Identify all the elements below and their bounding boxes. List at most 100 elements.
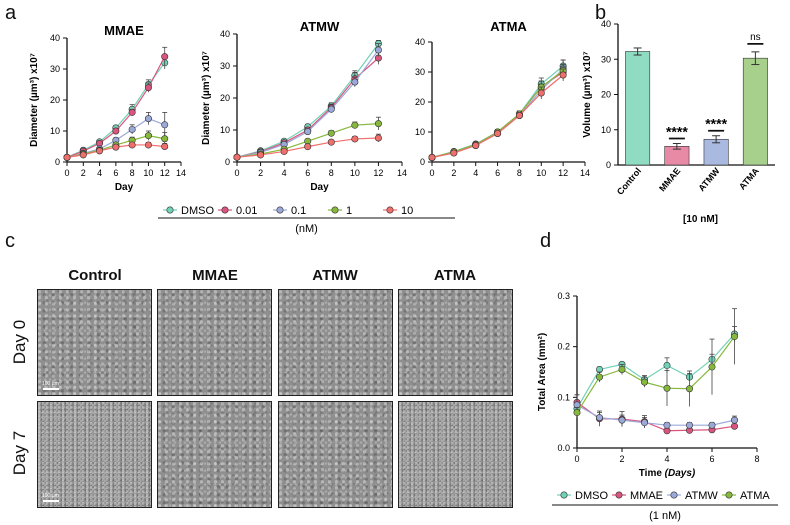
row-header-day7: Day 7: [10, 430, 29, 476]
data-point: [374, 120, 382, 128]
x-tick-label: 8: [754, 454, 759, 464]
y-axis-label: Diameter (µm³) x10⁷: [29, 53, 40, 147]
y-tick-label: 20: [601, 90, 611, 100]
series-10: [428, 68, 567, 162]
data-point: [161, 135, 169, 143]
y-axis-label: Diameter (µm³) x10⁷: [201, 51, 212, 145]
category-label: Control: [615, 166, 643, 197]
x-tick-label: 8: [517, 168, 522, 178]
x-tick-label: 8: [329, 168, 334, 178]
series-DMSO: [428, 59, 567, 162]
panel-label-c: c: [5, 230, 15, 252]
series-ATMA: [573, 308, 738, 418]
x-axis-label: [10 nM]: [683, 214, 718, 225]
data-point: [79, 151, 87, 159]
y-tick-label: 30: [50, 64, 60, 74]
x-tick-label: 6: [709, 454, 714, 464]
data-point: [685, 385, 693, 393]
series-line: [576, 401, 735, 432]
series-10: [63, 141, 169, 161]
y-tick-label: 0: [606, 160, 611, 170]
legend-swatch-10: [386, 206, 394, 214]
x-tick-label: 6: [495, 168, 500, 178]
data-point: [161, 121, 169, 129]
x-tick-label: 0: [429, 168, 434, 178]
y-tick-label: 30: [220, 61, 230, 71]
row-header-day0: Day 0: [10, 319, 29, 365]
data-point: [374, 134, 382, 142]
y-tick-label: 10: [415, 127, 425, 137]
data-point: [96, 147, 104, 155]
y-tick-label: 20: [415, 97, 425, 107]
y-tick-label: 0.2: [557, 342, 570, 352]
panel-label-d: d: [540, 230, 552, 252]
legend-swatch-ATMW: [670, 491, 678, 499]
data-point: [663, 421, 671, 429]
y-tick-label: 20: [220, 93, 230, 103]
data-point: [618, 365, 626, 373]
data-point: [161, 53, 169, 61]
y-axis-label: Volume (µm³) x10⁷: [582, 51, 593, 137]
data-point: [233, 153, 241, 161]
x-tick-label: 12: [160, 168, 170, 178]
chart-title: ATMW: [300, 19, 340, 34]
legend-d: DMSO MMAE ATMW ATMA (1 nM): [552, 490, 778, 522]
data-point: [144, 132, 152, 140]
x-axis-label: Day: [310, 182, 329, 193]
data-point: [472, 142, 480, 150]
y-tick-label: 40: [220, 29, 230, 39]
x-tick-label: 0: [234, 168, 239, 178]
x-tick-label: 14: [176, 168, 186, 178]
data-point: [640, 419, 648, 427]
micrograph-control-day7: 100 µm: [37, 401, 152, 508]
y-axis-label: Total Area (mm²): [537, 333, 548, 411]
legend-label: ATMA: [740, 490, 770, 502]
x-tick-label: 14: [580, 168, 590, 178]
category-label: MMAE: [657, 166, 682, 193]
data-point: [327, 105, 335, 113]
x-tick-label: 2: [451, 168, 456, 178]
data-point: [730, 416, 738, 424]
data-point: [304, 143, 312, 151]
series-line: [576, 404, 735, 426]
chart-title: ATMA: [490, 19, 527, 34]
data-point: [374, 46, 382, 54]
x-tick-label: 10: [536, 168, 546, 178]
x-tick-label: 6: [305, 168, 310, 178]
y-tick-label: 10: [601, 125, 611, 135]
x-tick-label: 6: [113, 168, 118, 178]
data-point: [595, 414, 603, 422]
x-tick-label: 4: [664, 454, 669, 464]
micrograph-atma-day0: [398, 289, 513, 396]
legend-swatch-0.01: [221, 206, 229, 214]
y-tick-label: 0: [420, 157, 425, 167]
x-tick-label: 10: [143, 168, 153, 178]
series-line: [576, 336, 735, 413]
data-point: [559, 71, 567, 79]
series-line: [576, 333, 735, 409]
chart-a1: 0 2 4 6 8 10 12 14 0 10 20 30 40 MMAE Day Diameter (µm³…: [29, 23, 186, 193]
data-point: [128, 108, 136, 116]
legend-unit: (1 nM): [649, 510, 681, 522]
y-tick-label: 10: [220, 125, 230, 135]
legend-unit: (nM): [295, 223, 318, 235]
significance-label: ****: [705, 116, 727, 132]
legend-swatch-0.1: [276, 206, 284, 214]
legend-label: 1: [346, 205, 352, 217]
x-tick-label: 2: [258, 168, 263, 178]
micrograph-atmw-day0: [278, 289, 393, 396]
micrograph-control-day0: 100 µm: [37, 289, 152, 396]
data-point: [515, 112, 523, 120]
legend-label: DMSO: [181, 205, 214, 217]
chart-d: 0 2 4 6 8 0.0 0.1 0.2 0.3 Time (Days) Total Area (…: [537, 291, 760, 479]
column-header-mmae: MMAE: [192, 267, 238, 284]
data-point: [573, 409, 581, 417]
data-point: [304, 128, 312, 136]
data-point: [708, 363, 716, 371]
data-point: [494, 130, 502, 138]
legend-swatch-DMSO: [166, 206, 174, 214]
data-point: [663, 384, 671, 392]
data-point: [708, 421, 716, 429]
x-tick-label: 4: [282, 168, 287, 178]
